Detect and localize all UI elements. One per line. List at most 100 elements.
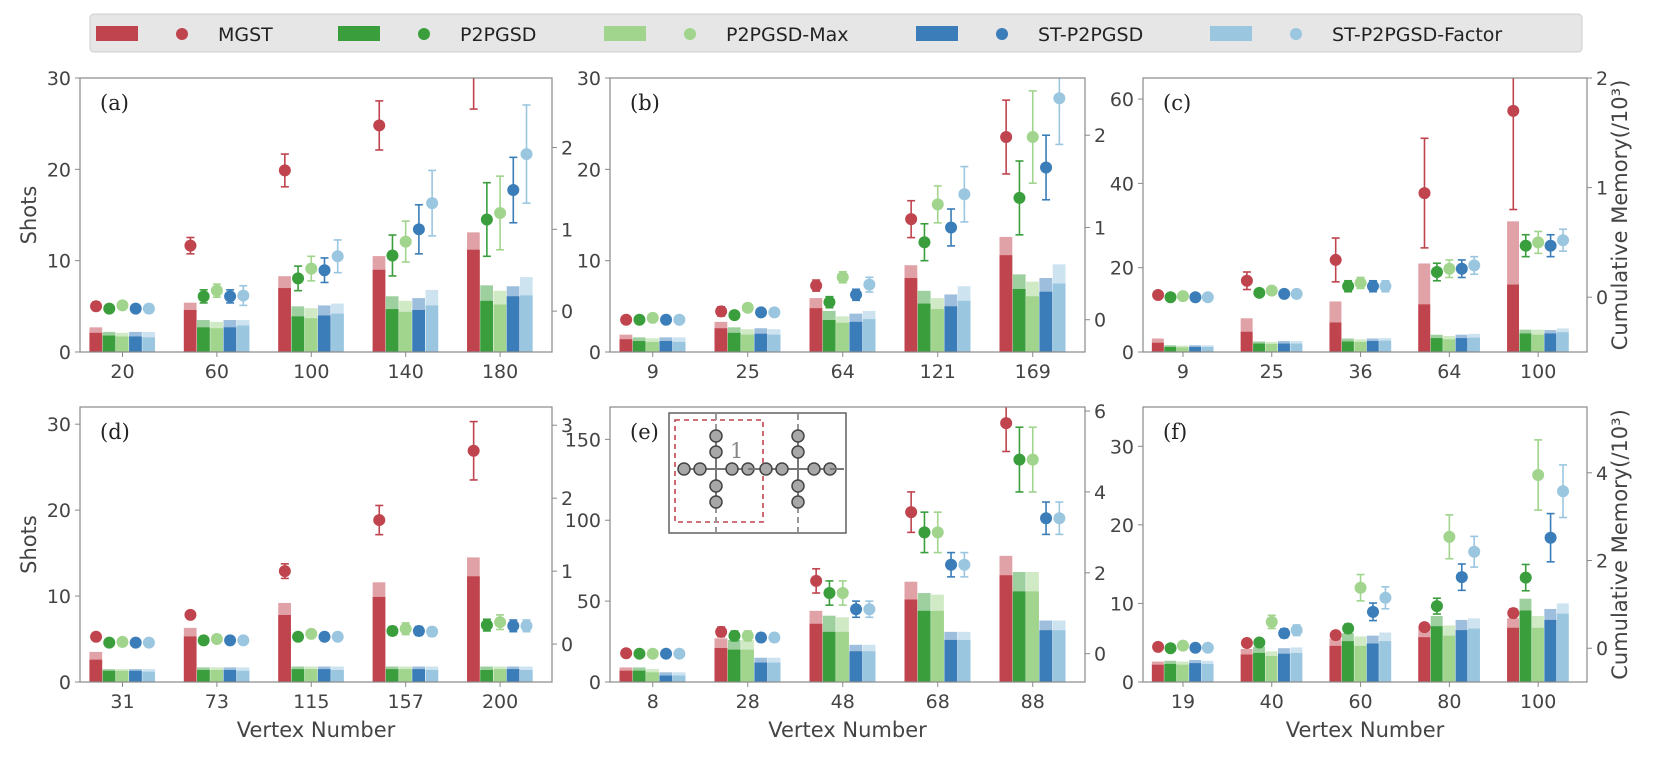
memory-marker-3-0 [660,313,673,326]
y-tick-label: 0 [59,342,71,364]
memory-marker-1-2 [1342,622,1355,635]
bar-base-3-3 [944,306,958,352]
memory-marker-4-0 [673,313,686,326]
memory-marker-3-3 [1455,262,1468,275]
memory-marker-2-2 [836,271,849,284]
bar-base-0-2 [809,623,823,682]
x-tick-label: 28 [736,691,760,713]
bar-base-2-0 [646,341,659,352]
plot-area [1151,439,1570,682]
memory-marker-1-1 [197,634,210,647]
memory-marker-4-1 [237,634,250,647]
y2-tick-label: 2 [561,488,573,510]
memory-marker-0-2 [810,574,823,587]
x-tick-label: 180 [482,361,518,383]
memory-marker-3-3 [945,558,958,571]
panel-label: (f) [1163,420,1187,444]
legend-label-1: P2PGSD [460,24,536,46]
bar-base-2-3 [399,311,412,352]
x-tick-label: 100 [293,361,329,383]
y-tick-label: 10 [47,251,71,273]
memory-marker-1-2 [292,272,305,285]
y-tick-label: 60 [1110,89,1134,111]
memory-marker-0-2 [810,279,823,292]
memory-marker-2-4 [494,206,507,219]
legend-swatch-1 [338,26,380,41]
bar-base-3-4 [1544,619,1557,682]
bar-base-0-4 [1507,284,1520,352]
bar-base-3-0 [659,675,673,682]
y-tick-label: 0 [589,672,601,694]
bar-base-1-1 [1253,652,1266,682]
y-axis-label: Shots [17,515,41,574]
x-tick-label: 20 [110,361,134,383]
bar-base-1-3 [385,669,399,682]
memory-marker-4-4 [1557,234,1570,247]
bar-base-4-0 [142,337,156,352]
bar-base-4-0 [1201,663,1214,682]
legend-label-3: ST-P2PGSD [1038,24,1143,46]
panel-frame [79,406,553,683]
memory-marker-4-2 [1379,280,1392,293]
y-tick-label: 20 [47,159,71,181]
bar-base-0-4 [999,575,1013,682]
memory-marker-2-1 [1265,615,1278,628]
bar-base-3-2 [849,321,863,352]
bar-base-4-2 [331,669,344,682]
cross-a-vertex-6 [709,479,723,493]
x-tick-label: 73 [205,691,229,713]
panel-label: (e) [630,420,659,444]
y-tick-label: 0 [59,672,71,694]
bar-base-3-0 [659,341,673,352]
bar-base-4-4 [519,669,533,682]
bar-base-2-1 [210,669,223,682]
memory-marker-3-2 [850,603,863,616]
x-tick-label: 8 [647,691,659,713]
bar-base-4-2 [862,319,876,352]
bar-base-3-4 [1544,333,1557,352]
memory-marker-0-4 [467,444,480,457]
bar-base-1-4 [1012,591,1026,682]
bar-base-4-3 [957,639,971,682]
x-tick-label: 115 [293,691,329,713]
bar-base-3-1 [754,333,768,352]
cross-b-vertex-1 [791,445,805,459]
bar-base-2-1 [741,334,754,352]
bar-base-3-3 [412,669,426,682]
memory-marker-0-4 [1507,607,1520,620]
memory-marker-0-4 [1507,104,1520,117]
bar-base-4-3 [957,300,971,352]
legend-swatch-0 [96,26,138,41]
memory-marker-0-3 [373,119,386,132]
x-axis-label: Vertex Number [1286,718,1445,742]
cross-b-vertex-3 [759,462,773,476]
y-tick-label: 10 [577,251,601,273]
memory-marker-1-3 [386,249,399,262]
memory-marker-4-4 [520,619,533,632]
memory-marker-3-3 [945,221,958,234]
memory-marker-1-2 [1342,280,1355,293]
memory-marker-4-4 [520,148,533,161]
legend-marker-2 [684,28,696,40]
y2-tick-label: 0 [561,634,573,656]
inset-lattice: 1 [668,412,847,534]
panel-0: 20 60 100 140 180 0 10 20 30 0 1 2 (a) Shots [17,68,573,383]
panel-4: 8 28 48 68 88 0 50 100 150 0 2 4 6 (e) Vertex Number [565,401,1106,742]
bar-base-1-4 [1012,288,1026,352]
bar-base-2-4 [493,669,507,682]
legend-frame [89,13,1583,53]
bar-base-3-4 [1039,291,1053,352]
bar-base-2-3 [1443,635,1456,682]
x-tick-label: 60 [205,361,229,383]
x-tick-label: 121 [920,361,956,383]
bar-base-3-2 [849,651,863,682]
bar-base-0-0 [1151,664,1164,682]
memory-marker-4-3 [426,197,439,210]
y2-tick-label: 0 [1094,644,1106,666]
y2-tick-label: 1 [1596,178,1608,200]
y-tick-label: 20 [47,500,71,522]
bar-base-4-1 [1290,343,1303,352]
y2-axis-label: Cumulative Memory(/10³) [1608,409,1632,680]
memory-marker-3-4 [507,619,520,632]
bar-base-4-3 [1468,628,1480,682]
